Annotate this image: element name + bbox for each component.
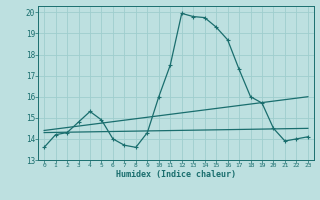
X-axis label: Humidex (Indice chaleur): Humidex (Indice chaleur) [116, 170, 236, 179]
